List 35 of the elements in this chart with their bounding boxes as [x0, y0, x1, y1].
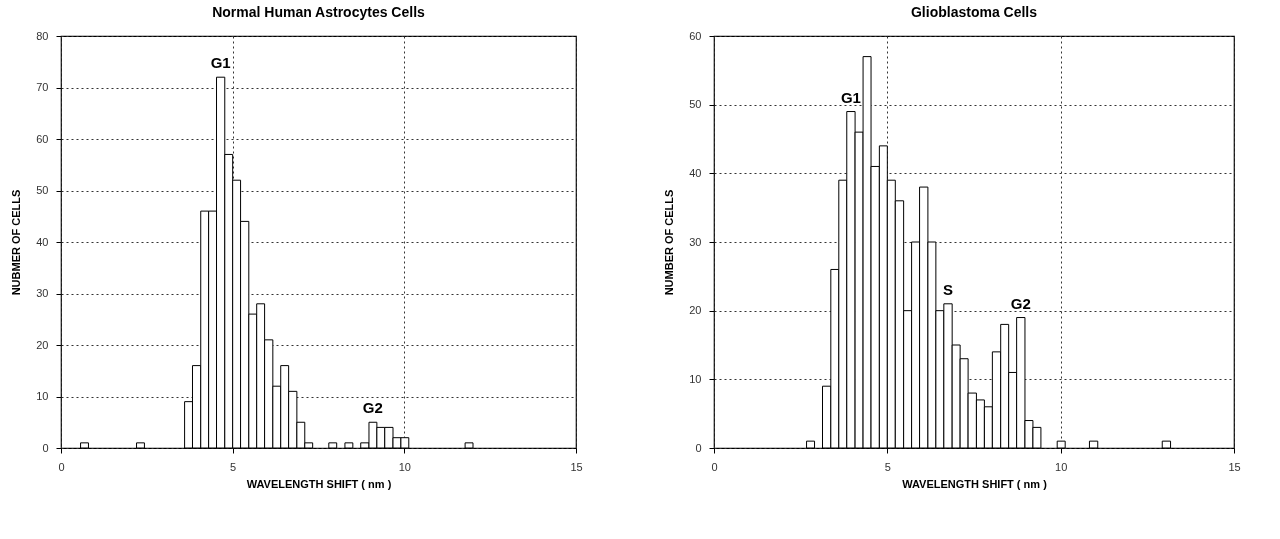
y-tick-label: 50	[689, 98, 702, 111]
y-tick-label: 30	[689, 235, 702, 248]
x-tick-label: 10	[398, 460, 411, 473]
y-tick-label: 0	[42, 441, 49, 454]
y-tick-label: 80	[36, 29, 49, 42]
y-tick-label: 30	[36, 287, 49, 299]
y-tick-label: 10	[36, 390, 49, 402]
y-axis-title: NUMBER OF CELLS	[663, 189, 676, 296]
y-tick-label: 10	[689, 372, 702, 385]
x-tick-label: 15	[1228, 460, 1241, 473]
y-tick-label: 50	[36, 184, 49, 196]
y-tick-label: 60	[36, 132, 49, 145]
y-tick-label: 20	[36, 338, 49, 351]
x-tick-label: 0	[58, 460, 65, 473]
x-tick-label: 5	[884, 460, 891, 473]
x-axis-title: WAVELENGTH SHIFT ( nm )	[902, 477, 1048, 490]
annotation: S	[942, 280, 954, 298]
annotation: G1	[210, 54, 231, 72]
x-tick-label: 0	[711, 460, 718, 473]
annotation: G1	[840, 88, 861, 106]
y-tick-label: 40	[689, 166, 702, 179]
chart-title: Normal Human Astrocytes Cells	[212, 4, 426, 20]
x-axis-title: WAVELENGTH SHIFT ( nm )	[246, 477, 392, 490]
y-axis-title: NUBMER OF CELLS	[10, 189, 23, 296]
y-tick-label: 20	[689, 304, 702, 317]
x-tick-label: 5	[230, 460, 237, 473]
annotation: G2	[362, 399, 383, 417]
y-tick-label: 70	[36, 81, 49, 93]
chart-title: Glioblastoma Cells	[910, 4, 1038, 20]
y-tick-label: 60	[689, 29, 702, 42]
annotation: G2	[1010, 294, 1031, 312]
x-tick-label: 10	[1055, 460, 1068, 473]
x-tick-label: 15	[570, 460, 583, 473]
y-tick-label: 40	[36, 235, 49, 248]
y-tick-label: 0	[695, 441, 702, 454]
